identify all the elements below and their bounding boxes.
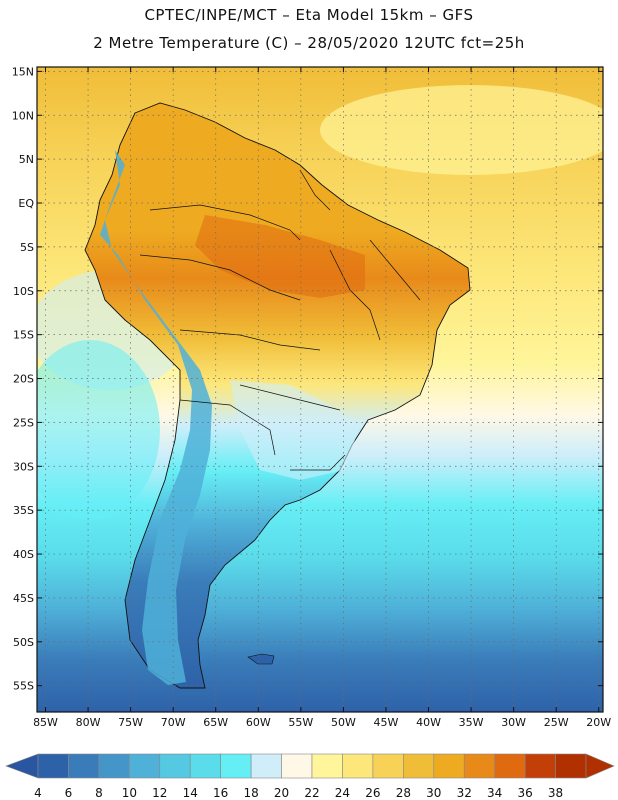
colorbar-swatch: [37, 753, 69, 779]
lat-label: 10N: [12, 109, 34, 122]
country-borders: [139, 169, 421, 471]
lon-label: 80W: [76, 716, 101, 729]
colorbar-label: 18: [243, 786, 258, 800]
colorbar-swatch: [98, 753, 130, 779]
longitude-ticks: 85W 80W 75W 70W 65W 60W 55W 50W 45W 40W 35W 30W 25W 2…: [33, 67, 611, 729]
colorbar-swatch: [281, 753, 313, 779]
colorbar-label: 26: [365, 786, 380, 800]
colorbar-swatch: [189, 753, 221, 779]
colorbar-label: 36: [517, 786, 532, 800]
lon-label: 40W: [416, 716, 441, 729]
colorbar-label: 14: [183, 786, 198, 800]
colorbar-swatch: [494, 753, 526, 779]
lat-label: 40S: [13, 548, 34, 561]
colorbar-swatch: [342, 753, 374, 779]
colorbar-label: 16: [213, 786, 228, 800]
colorbar-label: 38: [548, 786, 563, 800]
central-cool-zone: [230, 380, 360, 480]
colorbar-low-arrow: [5, 753, 39, 779]
pacific-cold-band: [37, 340, 160, 520]
colorbar-swatch: [220, 753, 252, 779]
colorbar-high-arrow: [585, 753, 615, 779]
colorbar-swatch: [68, 753, 100, 779]
lat-label: 30S: [13, 460, 34, 473]
lon-label: 55W: [288, 716, 313, 729]
colorbar-label: 20: [274, 786, 289, 800]
latitude-ticks: 15N 10N 5N EQ 5S 10S 15S 20S 25S 30S 35S 40S 45S 50S 5…: [12, 65, 603, 693]
colorbar-label: 10: [122, 786, 137, 800]
colorbar-swatch: [403, 753, 435, 779]
colorbar-label: 32: [457, 786, 472, 800]
andes-cold-strip: [100, 150, 212, 685]
lat-label: 25S: [13, 416, 34, 429]
lat-label: 20S: [13, 373, 34, 386]
lon-label: 85W: [33, 716, 58, 729]
graticule: [37, 67, 603, 712]
lon-label: 20W: [586, 716, 611, 729]
colorbar-label: 6: [65, 786, 73, 800]
colorbar-swatch: [311, 753, 343, 779]
colorbar-label: 8: [95, 786, 103, 800]
lat-label: 5S: [20, 241, 34, 254]
lon-label: 60W: [246, 716, 271, 729]
lon-label: 25W: [544, 716, 569, 729]
colorbar-label: 4: [34, 786, 42, 800]
title-line-1: CPTEC/INPE/MCT – Eta Model 15km – GFS: [144, 6, 474, 24]
colorbar-label: 30: [426, 786, 441, 800]
lat-label: 50S: [13, 636, 34, 649]
lat-label: 15S: [13, 329, 34, 342]
colorbar-swatch: [555, 753, 587, 779]
colorbar-label: 22: [304, 786, 319, 800]
lat-label: 35S: [13, 504, 34, 517]
lat-label: 15N: [12, 65, 34, 78]
lon-label: 75W: [118, 716, 143, 729]
colorbar-swatch: [372, 753, 404, 779]
lon-label: 30W: [501, 716, 526, 729]
lon-label: 65W: [203, 716, 228, 729]
colorbar-swatch: [433, 753, 465, 779]
lat-label: 45S: [13, 592, 34, 605]
colorbar-label: 34: [487, 786, 502, 800]
colorbar-swatch: [463, 753, 495, 779]
colorbar-label: 24: [335, 786, 350, 800]
lat-label: 55S: [13, 680, 34, 693]
colorbar-label: 28: [396, 786, 411, 800]
colorbar-swatch: [159, 753, 191, 779]
colorbar-swatch: [129, 753, 161, 779]
lon-label: 70W: [161, 716, 186, 729]
ocean-warm-band: [320, 85, 603, 175]
lat-label: 10S: [13, 285, 34, 298]
colorbar: 4 6 8 10 12 14 16 18 20 22 24 26 28 30 32 34 36 38: [5, 753, 615, 800]
colorbar-label: 12: [152, 786, 167, 800]
title-line-2: 2 Metre Temperature (C) – 28/05/2020 12U…: [93, 34, 525, 52]
amazon-hot-zone: [195, 215, 365, 298]
colorbar-swatch: [524, 753, 556, 779]
lon-label: 45W: [374, 716, 399, 729]
falklands-outline: [247, 653, 275, 665]
colorbar-swatch: [250, 753, 282, 779]
lon-label: 50W: [331, 716, 356, 729]
lat-label: 5N: [19, 153, 34, 166]
lon-label: 35W: [459, 716, 484, 729]
map-frame: [36, 66, 604, 713]
map-field: [37, 67, 603, 712]
lat-label: EQ: [18, 197, 34, 210]
